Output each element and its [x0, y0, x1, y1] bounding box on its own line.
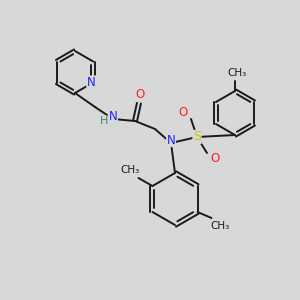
Text: CH₃: CH₃ — [227, 68, 247, 78]
Text: S: S — [193, 130, 201, 143]
Text: N: N — [87, 76, 96, 89]
Text: O: O — [210, 152, 220, 166]
Text: O: O — [178, 106, 188, 118]
Text: CH₃: CH₃ — [210, 221, 229, 231]
Text: N: N — [167, 134, 176, 146]
Text: O: O — [135, 88, 145, 101]
Text: H: H — [100, 116, 108, 126]
Text: CH₃: CH₃ — [121, 165, 140, 175]
Text: N: N — [109, 110, 117, 122]
